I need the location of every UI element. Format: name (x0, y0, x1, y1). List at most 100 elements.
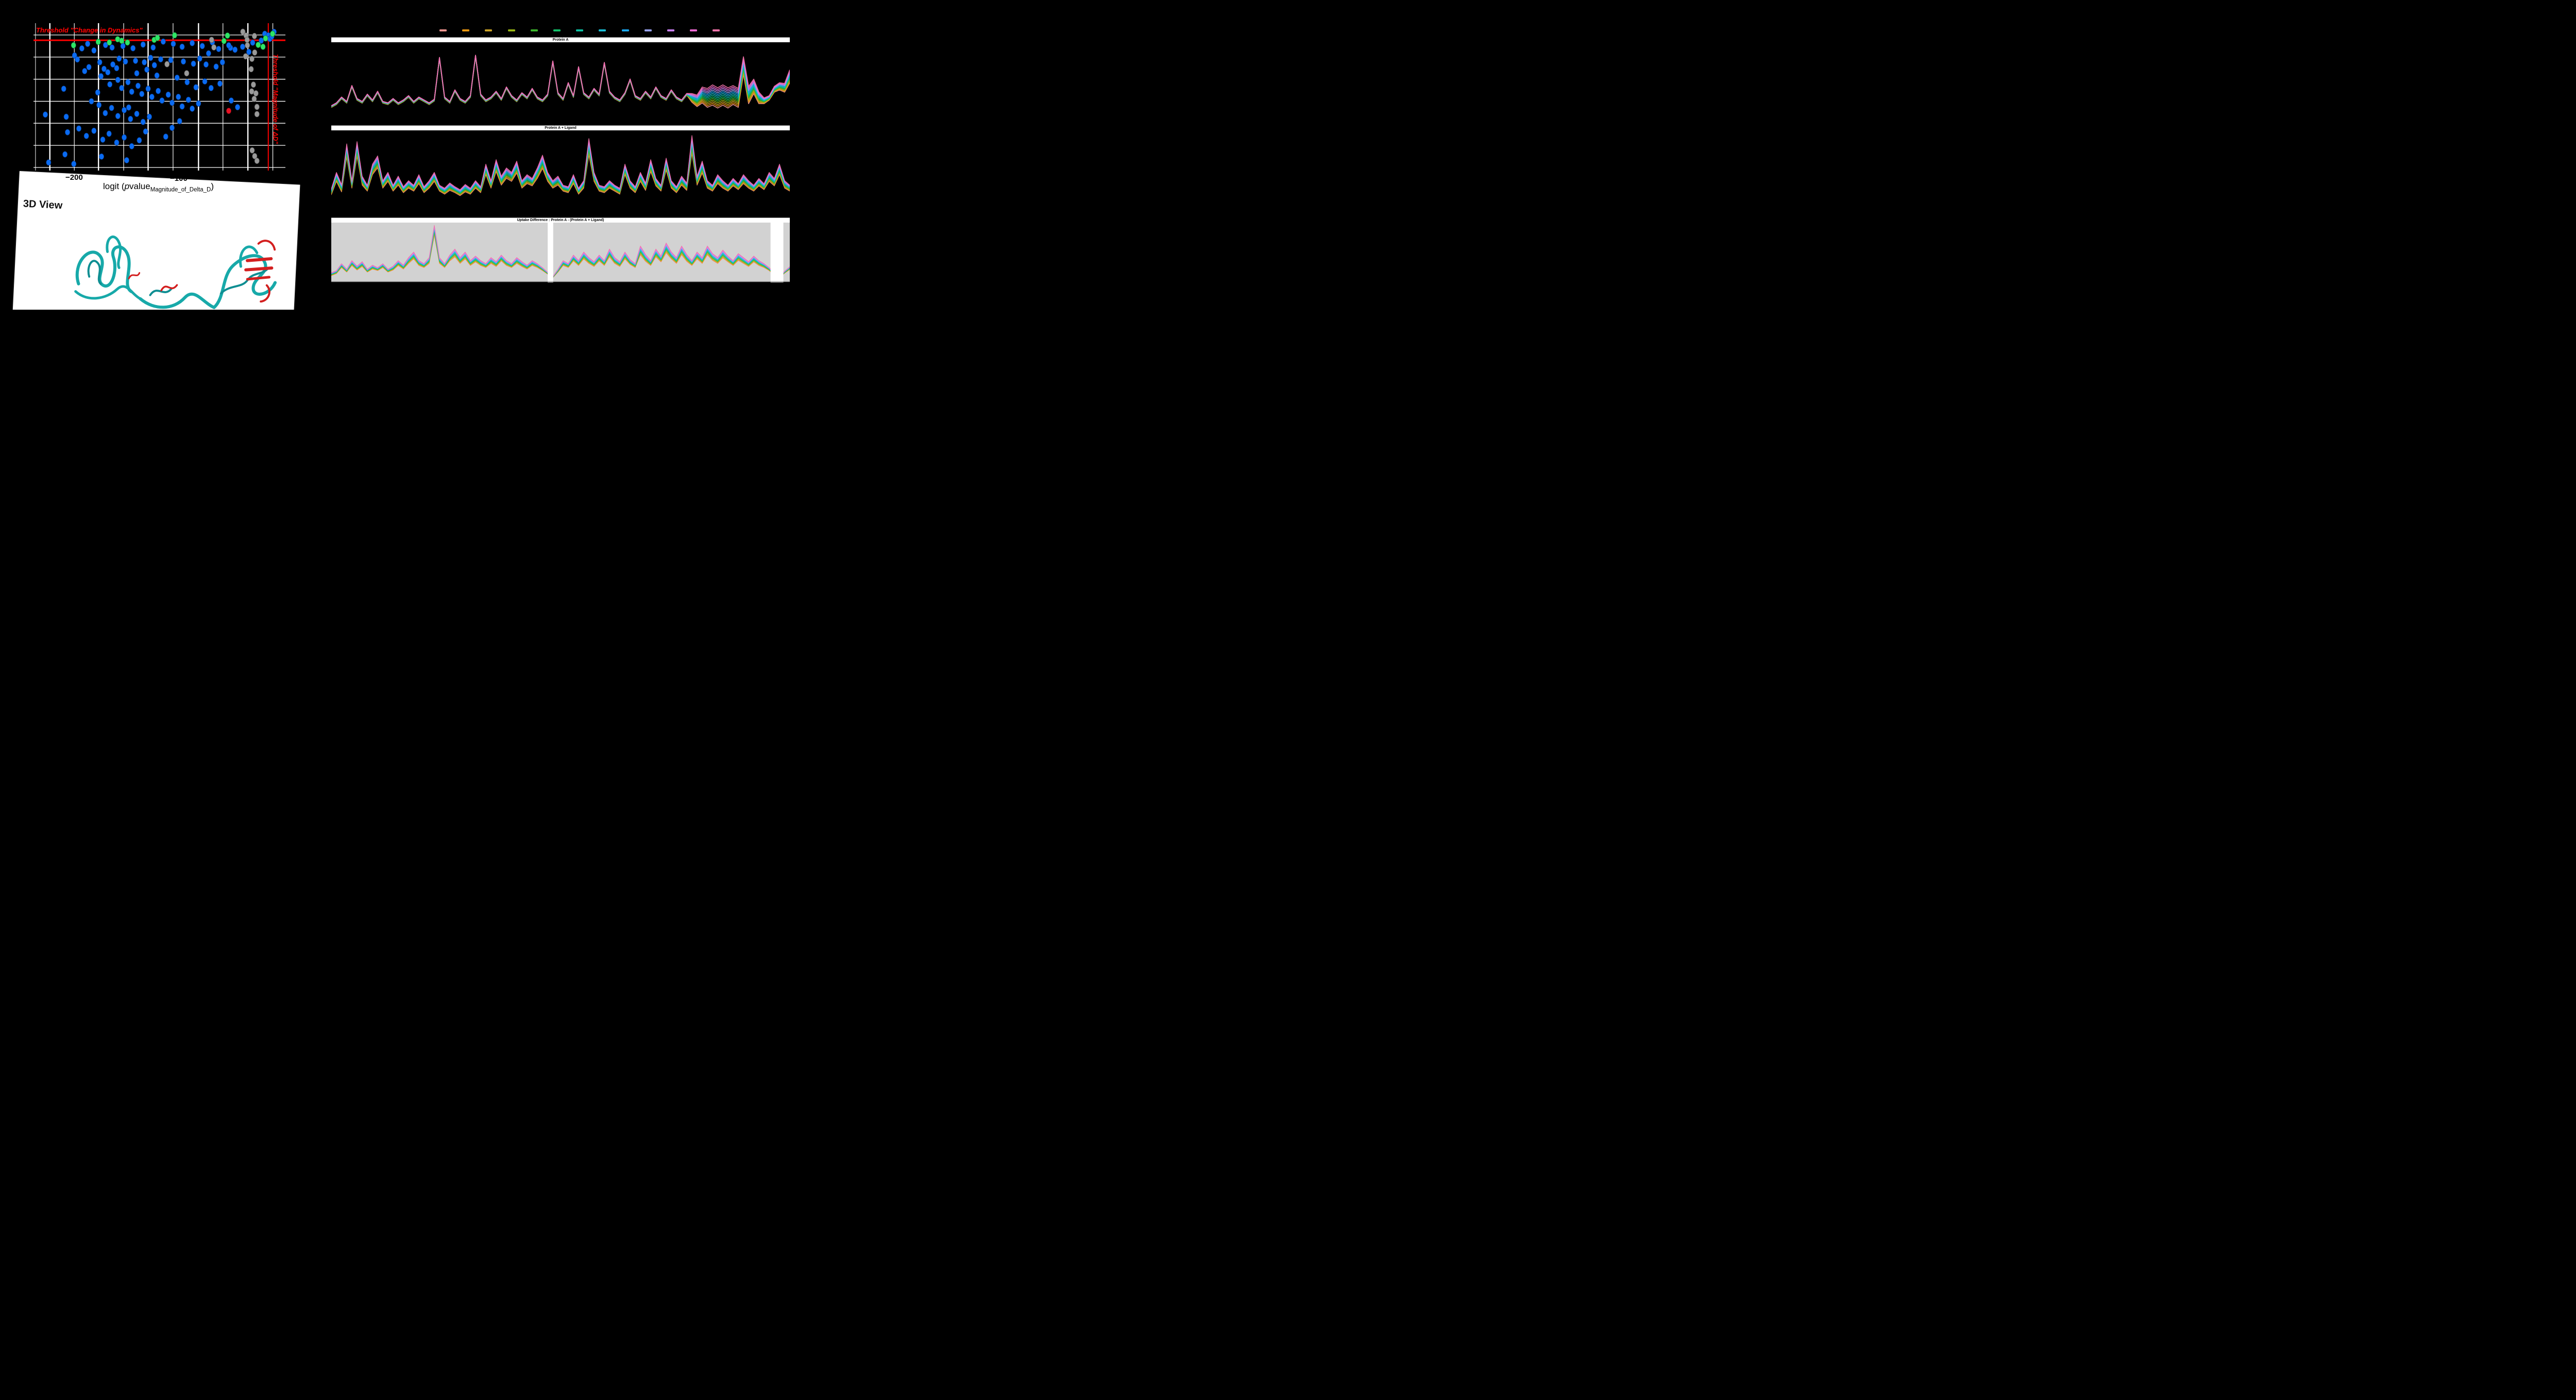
data-point-blue[interactable] (144, 66, 149, 73)
data-point-green[interactable] (155, 35, 160, 41)
data-point-blue[interactable] (86, 64, 92, 71)
data-point-blue[interactable] (129, 143, 134, 149)
data-point-blue[interactable] (190, 40, 195, 46)
data-point-blue[interactable] (97, 59, 103, 65)
data-point-blue[interactable] (71, 161, 77, 167)
data-point-blue[interactable] (91, 47, 97, 54)
data-point-blue[interactable] (129, 89, 134, 95)
uptake-series-8[interactable] (331, 55, 790, 107)
data-point-blue[interactable] (216, 46, 222, 53)
data-point-blue[interactable] (98, 73, 104, 79)
data-point-gray[interactable] (211, 44, 217, 50)
data-point-gray[interactable] (164, 61, 170, 68)
data-point-gray[interactable] (250, 81, 256, 88)
legend-swatch-11[interactable] (667, 29, 674, 31)
data-point-blue[interactable] (181, 58, 186, 65)
data-point-blue[interactable] (143, 128, 148, 135)
data-point-blue[interactable] (151, 62, 157, 69)
data-point-blue[interactable] (142, 59, 147, 65)
data-point-gray[interactable] (254, 158, 260, 164)
data-point-blue[interactable] (101, 65, 107, 72)
data-point-gray[interactable] (252, 153, 258, 159)
uptake-series-12[interactable] (331, 55, 790, 107)
data-point-blue[interactable] (168, 57, 174, 63)
data-point-blue[interactable] (124, 157, 129, 163)
data-point-blue[interactable] (240, 43, 245, 50)
data-point-blue[interactable] (83, 132, 89, 139)
legend-swatch-4[interactable] (507, 29, 515, 31)
data-point-blue[interactable] (123, 58, 128, 65)
uptake-series-1[interactable] (331, 56, 790, 109)
data-point-gray[interactable] (253, 90, 259, 97)
data-point-gray[interactable] (209, 37, 214, 43)
data-point-green[interactable] (263, 35, 268, 42)
legend-swatch-8[interactable] (599, 29, 606, 31)
data-point-blue[interactable] (179, 103, 185, 110)
data-point-green[interactable] (95, 39, 101, 45)
data-point-blue[interactable] (226, 42, 231, 48)
data-point-blue[interactable] (128, 115, 133, 122)
data-point-blue[interactable] (135, 82, 141, 89)
data-point-green[interactable] (125, 39, 130, 46)
legend-swatch-13[interactable] (713, 29, 720, 31)
legend-swatch-10[interactable] (644, 29, 652, 31)
panel-3d-view[interactable]: 3D View (12, 171, 300, 310)
data-point-gray[interactable] (240, 28, 246, 35)
data-point-blue[interactable] (170, 125, 175, 131)
data-point-blue[interactable] (85, 41, 91, 47)
data-point-blue[interactable] (115, 113, 121, 120)
legend-swatch-12[interactable] (690, 29, 698, 31)
uptake-series-1[interactable] (331, 153, 790, 196)
data-point-blue[interactable] (170, 99, 175, 106)
data-point-blue[interactable] (149, 94, 155, 100)
legend-swatch-6[interactable] (553, 29, 561, 31)
data-point-blue[interactable] (213, 63, 219, 70)
data-point-blue[interactable] (185, 96, 191, 103)
data-point-gray[interactable] (251, 32, 257, 39)
uptake-series-9[interactable] (331, 55, 790, 107)
data-point-blue[interactable] (158, 56, 163, 63)
data-point-blue[interactable] (133, 57, 138, 64)
data-point-blue[interactable] (154, 72, 160, 79)
data-point-blue[interactable] (146, 113, 152, 120)
data-point-blue[interactable] (103, 110, 108, 116)
data-point-blue[interactable] (95, 89, 100, 96)
data-point-blue[interactable] (148, 55, 154, 61)
data-point-gray[interactable] (245, 42, 250, 48)
data-point-green[interactable] (256, 42, 261, 48)
data-point-gray[interactable] (184, 70, 190, 77)
data-point-gray[interactable] (249, 88, 255, 95)
data-point-blue[interactable] (235, 104, 241, 110)
uptake-series-13[interactable] (331, 135, 790, 190)
data-point-blue[interactable] (89, 98, 94, 105)
uptake-series-2[interactable] (331, 151, 790, 196)
data-point-blue[interactable] (171, 41, 176, 47)
data-point-blue[interactable] (140, 119, 146, 125)
data-point-blue[interactable] (106, 130, 112, 137)
data-point-blue[interactable] (109, 44, 115, 51)
data-point-blue[interactable] (119, 85, 125, 91)
data-point-blue[interactable] (99, 153, 104, 160)
data-point-blue[interactable] (179, 43, 185, 50)
data-point-blue[interactable] (232, 46, 238, 53)
data-point-blue[interactable] (163, 133, 168, 140)
uptake-series-13[interactable] (331, 55, 790, 106)
legend-swatch-9[interactable] (621, 29, 629, 31)
data-point-blue[interactable] (130, 45, 136, 52)
data-point-blue[interactable] (145, 86, 151, 92)
data-point-green[interactable] (119, 38, 125, 44)
data-point-blue[interactable] (82, 68, 88, 74)
data-point-blue[interactable] (191, 60, 196, 67)
data-point-green[interactable] (172, 32, 177, 39)
data-point-blue[interactable] (134, 70, 140, 77)
data-point-blue[interactable] (177, 118, 182, 125)
data-point-blue[interactable] (72, 52, 77, 59)
data-point-blue[interactable] (197, 55, 202, 62)
data-point-blue[interactable] (219, 59, 225, 65)
chart-uptake-difference[interactable] (331, 223, 790, 282)
data-point-gray[interactable] (254, 111, 260, 117)
data-point-blue[interactable] (134, 110, 140, 117)
data-point-blue[interactable] (184, 79, 190, 86)
legend-swatch-2[interactable] (462, 29, 470, 31)
data-point-blue[interactable] (62, 151, 68, 158)
